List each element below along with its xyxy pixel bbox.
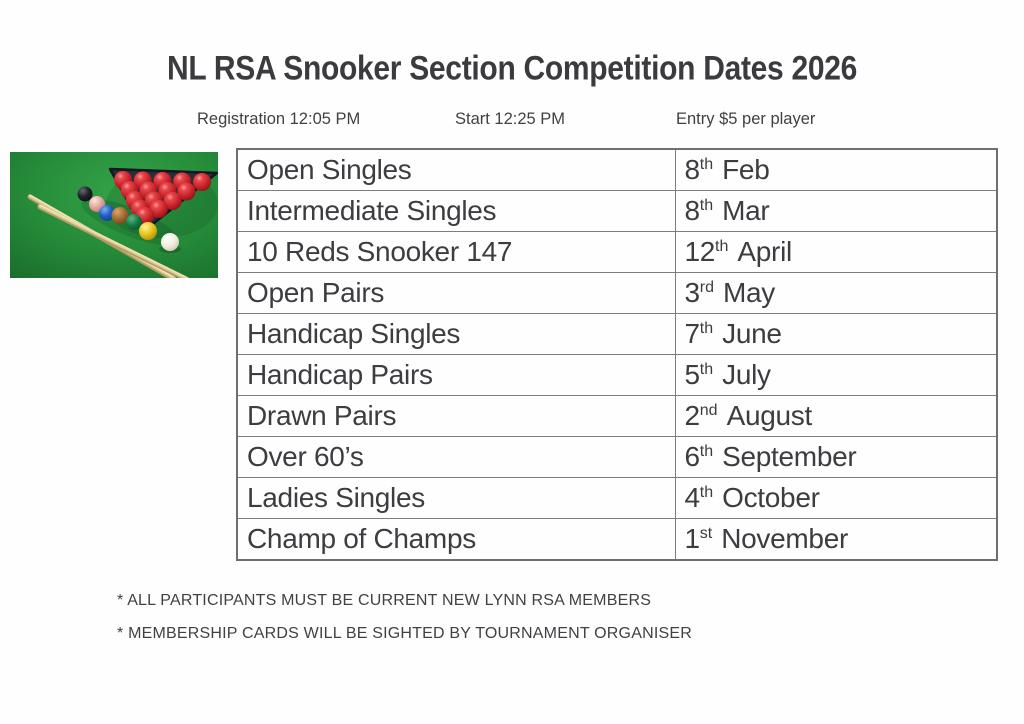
black-ball [77, 186, 93, 202]
table-row: 10 Reds Snooker 147 12th April [236, 231, 998, 273]
table-row: Open Pairs 3rd May [236, 272, 998, 314]
event-name-cell: Champ of Champs [236, 518, 676, 561]
date-ordinal: rd [699, 279, 715, 296]
date-day: 8 [684, 195, 701, 226]
date-day: 5 [684, 359, 701, 390]
event-name-cell: Intermediate Singles [236, 190, 676, 232]
date-ordinal: th [699, 361, 714, 378]
date-day: 3 [684, 277, 701, 308]
colour-balls [77, 186, 179, 251]
green-ball [126, 214, 142, 230]
table-row: Intermediate Singles 8th Mar [236, 190, 998, 232]
table-row: Over 60’s 6th September [236, 436, 998, 478]
blue-ball [99, 205, 115, 221]
date-day: 12 [684, 236, 716, 267]
event-name-cell: Open Pairs [236, 272, 676, 314]
date-ordinal: th [699, 156, 714, 173]
date-month: August [726, 400, 813, 431]
date-ordinal: th [699, 443, 714, 460]
registration-time-label: Registration 12:05 PM [197, 110, 361, 128]
start-time-label: Start 12:25 PM [455, 110, 566, 128]
date-month: June [722, 318, 782, 349]
date-day: 2 [684, 400, 701, 431]
footnote-cards: * MEMBERSHIP CARDS WILL BE SIGHTED BY TO… [117, 625, 692, 642]
date-day: 7 [684, 318, 701, 349]
date-month: July [722, 359, 771, 390]
event-date-cell: 3rd May [674, 272, 998, 314]
table-row: Drawn Pairs 2nd August [236, 395, 998, 437]
schedule-table: Open Singles 8th Feb Intermediate Singles… [236, 148, 998, 561]
date-month: April [737, 236, 792, 267]
yellow-ball [139, 222, 157, 240]
date-ordinal: st [699, 525, 713, 542]
cue-ball [161, 233, 179, 251]
event-date-cell: 7th June [674, 313, 998, 355]
event-name-cell: Over 60’s [236, 436, 676, 478]
date-day: 6 [684, 441, 701, 472]
table-row: Ladies Singles 4th October [236, 477, 998, 519]
date-day: 1 [684, 523, 701, 554]
event-name-cell: 10 Reds Snooker 147 [236, 231, 676, 273]
page-title: NL RSA Snooker Section Competition Dates… [167, 50, 857, 88]
snooker-table-photo [10, 152, 218, 278]
date-day: 4 [684, 482, 701, 513]
event-date-cell: 2nd August [674, 395, 998, 437]
event-name-cell: Handicap Singles [236, 313, 676, 355]
table-row: Champ of Champs 1st November [236, 518, 998, 561]
event-name-cell: Drawn Pairs [236, 395, 676, 437]
date-ordinal: nd [699, 402, 718, 419]
table-row: Handicap Singles 7th June [236, 313, 998, 355]
event-date-cell: 6th September [674, 436, 998, 478]
event-date-cell: 4th October [674, 477, 998, 519]
event-name-cell: Open Singles [236, 148, 676, 191]
table-row: Handicap Pairs 5th July [236, 354, 998, 396]
snooker-cues [27, 194, 190, 278]
entry-fee-label: Entry $5 per player [676, 110, 816, 128]
date-month: Feb [722, 154, 770, 185]
footnote-members: * ALL PARTICIPANTS MUST BE CURRENT NEW L… [117, 592, 652, 609]
event-date-cell: 1st November [674, 518, 998, 561]
date-ordinal: th [715, 238, 729, 255]
event-date-cell: 8th Feb [674, 148, 998, 191]
date-month: September [722, 441, 857, 472]
date-month: May [723, 277, 776, 308]
event-date-cell: 8th Mar [674, 190, 998, 232]
date-day: 8 [684, 154, 701, 185]
event-name-cell: Handicap Pairs [236, 354, 676, 396]
date-ordinal: th [699, 197, 714, 214]
date-month: October [722, 482, 820, 513]
event-date-cell: 5th July [674, 354, 998, 396]
brown-ball [111, 207, 129, 224]
date-month: Mar [722, 195, 770, 226]
date-month: November [721, 523, 848, 554]
date-ordinal: th [699, 320, 714, 337]
schedule-table-body: Open Singles 8th Feb Intermediate Singles… [236, 148, 998, 561]
event-date-cell: 12th April [674, 231, 998, 273]
snooker-photo-graphic [10, 152, 218, 278]
event-name-cell: Ladies Singles [236, 477, 676, 519]
table-row: Open Singles 8th Feb [236, 148, 998, 191]
date-ordinal: th [699, 484, 714, 501]
footnotes: * ALL PARTICIPANTS MUST BE CURRENT NEW L… [117, 592, 692, 658]
